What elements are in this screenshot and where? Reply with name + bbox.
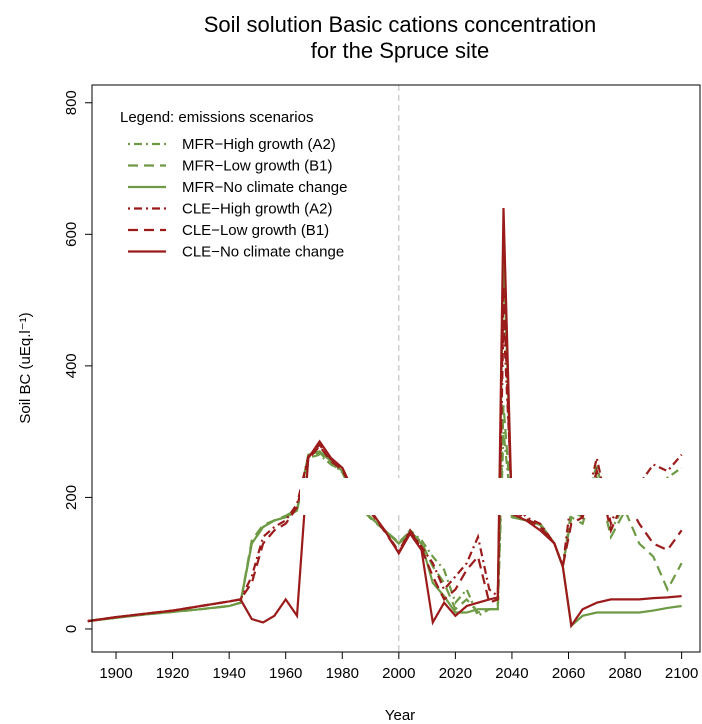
y-tick-label: 0 [63, 625, 80, 633]
x-axis-label: Year [385, 707, 415, 724]
y-tick-label: 400 [63, 353, 80, 378]
x-tick-label: 1900 [99, 665, 132, 682]
plot-frame [91, 84, 701, 653]
legend-label: MFR−Low growth (B1) [182, 158, 332, 175]
legend-label: MFR−High growth (A2) [182, 136, 336, 153]
series-line [87, 286, 683, 623]
legend-label: CLE−No climate change [182, 244, 344, 261]
chart-title: Soil solution Basic cations concentratio… [204, 12, 597, 37]
legend-label: CLE−Low growth (B1) [182, 222, 329, 239]
x-tick-label: 2060 [552, 665, 585, 682]
x-tick-label: 2000 [382, 665, 415, 682]
x-tick-label: 2040 [495, 665, 528, 682]
series-line [87, 405, 683, 623]
legend-label: CLE−High growth (A2) [182, 201, 332, 218]
y-tick-label: 600 [63, 222, 80, 247]
plot-area [87, 85, 683, 652]
y-tick-label: 200 [63, 485, 80, 510]
x-tick-label: 1960 [269, 665, 302, 682]
x-tick-label: 1980 [326, 665, 359, 682]
series-line [87, 431, 683, 623]
occlusion [300, 478, 690, 515]
legend-label: MFR−No climate change [182, 179, 347, 196]
x-tick-label: 1920 [156, 665, 189, 682]
series-line [87, 319, 683, 623]
series-line [87, 207, 682, 629]
x-tick-label: 2080 [608, 665, 641, 682]
x-tick-label: 2100 [665, 665, 698, 682]
series-line [87, 247, 682, 628]
x-tick-label: 2020 [439, 665, 472, 682]
legend-title: Legend: emissions scenarios [120, 109, 313, 126]
chart-subtitle: for the Spruce site [311, 38, 490, 63]
y-axis-label: Soil BC (uEq.l⁻¹) [17, 312, 34, 423]
x-tick-label: 1940 [212, 665, 245, 682]
y-tick-label: 800 [63, 90, 80, 115]
